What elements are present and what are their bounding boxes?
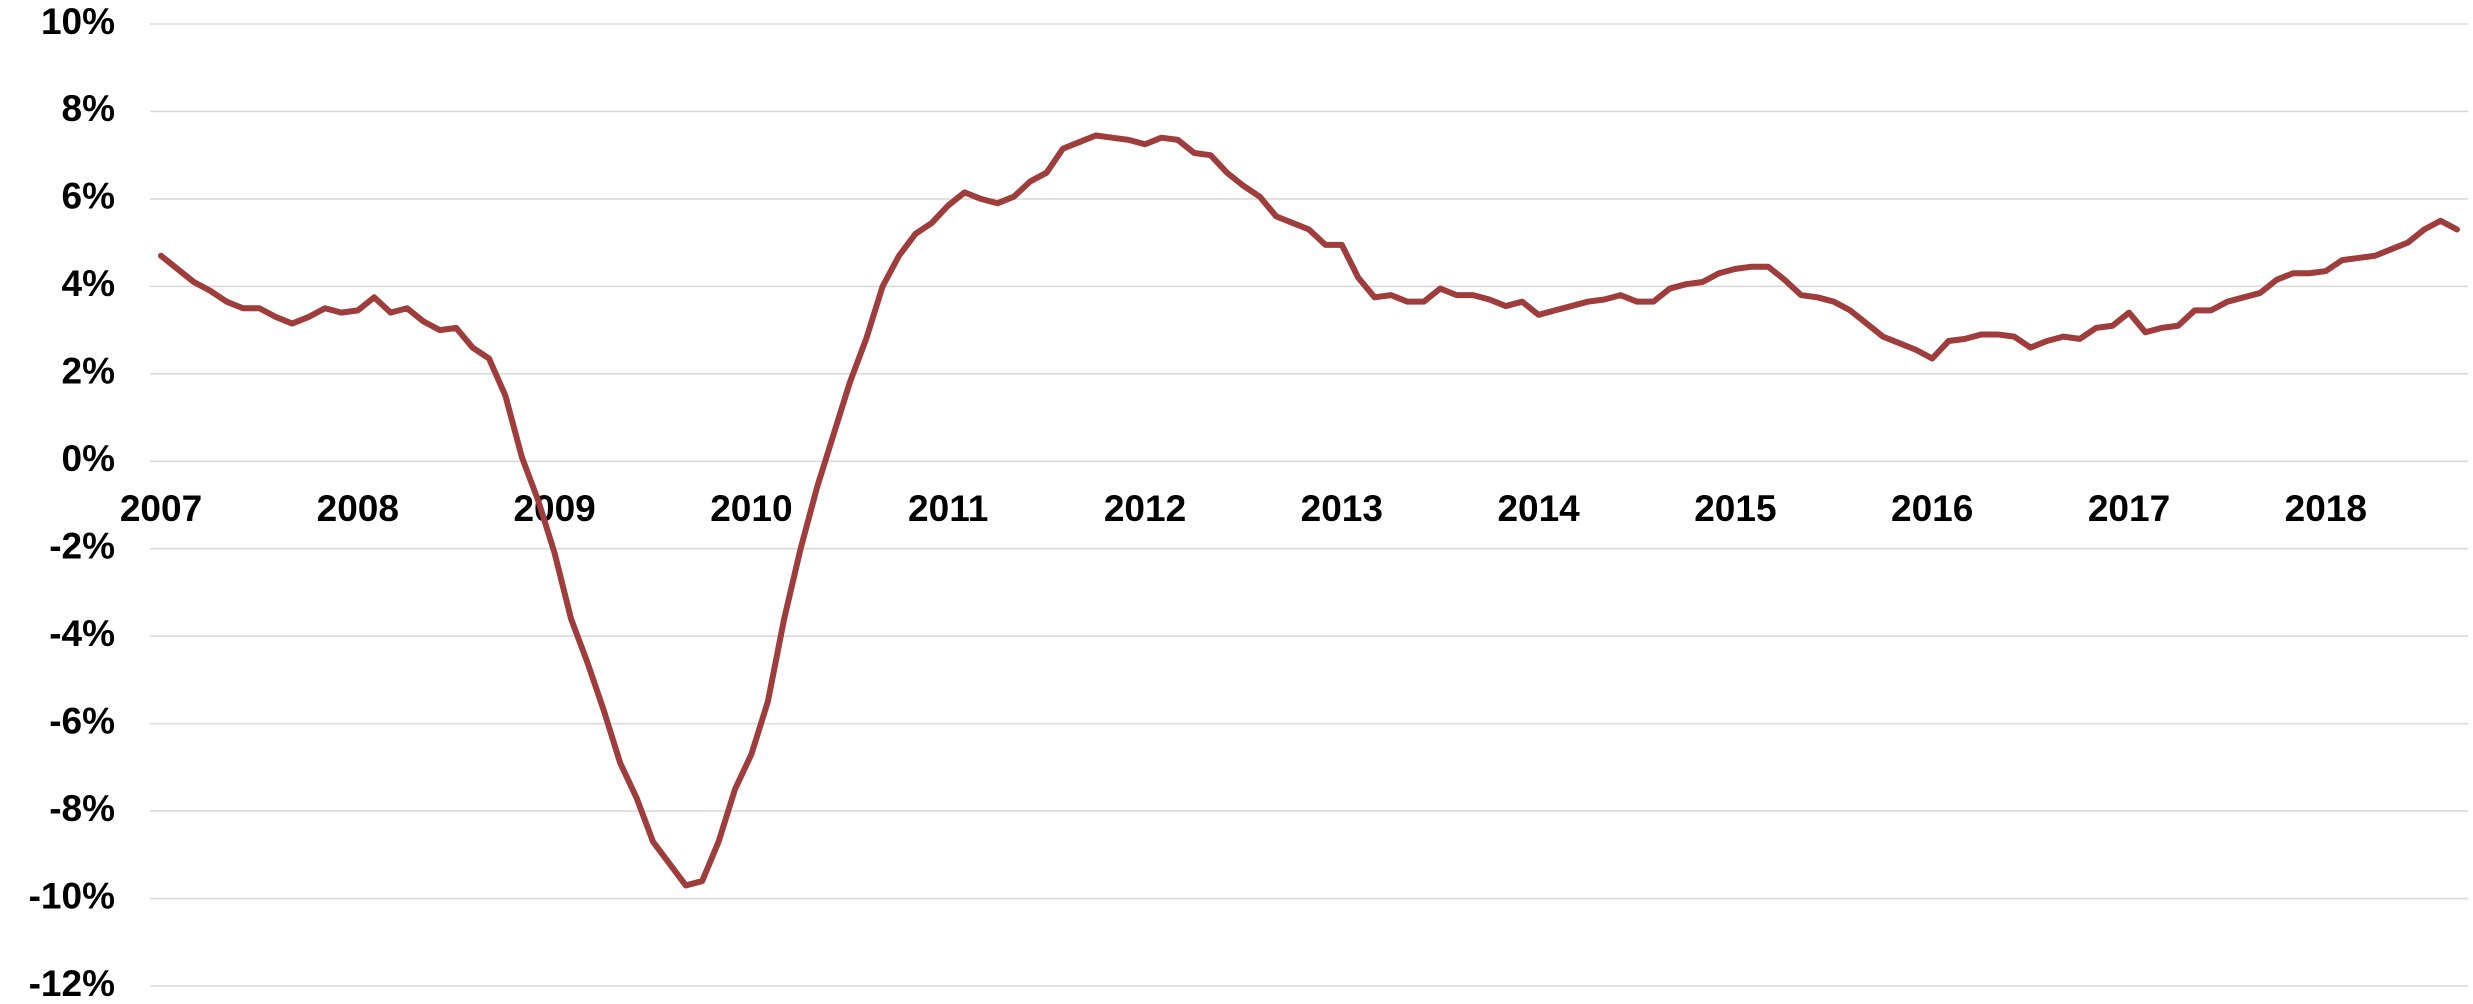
x-tick-label: 2008	[317, 488, 399, 529]
x-tick-label: 2011	[908, 488, 988, 529]
y-tick-label: 8%	[62, 88, 115, 129]
y-tick-label: -12%	[29, 963, 115, 1004]
y-tick-label: 2%	[62, 351, 115, 392]
x-tick-label: 2017	[2088, 488, 2170, 529]
y-tick-label: -4%	[49, 613, 115, 654]
y-tick-label: 0%	[62, 438, 115, 479]
data-line	[158, 132, 2460, 889]
x-tick-label: 2015	[1694, 488, 1776, 529]
y-tick-label: -8%	[49, 788, 115, 829]
x-tick-label: 2012	[1104, 488, 1186, 529]
x-tick-label: 2010	[710, 488, 792, 529]
y-tick-label: 10%	[41, 1, 115, 42]
y-tick-label: 4%	[62, 263, 115, 304]
x-tick-label: 2013	[1301, 488, 1383, 529]
x-tick-label: 2009	[513, 488, 595, 529]
y-tick-label: -10%	[29, 875, 115, 916]
y-tick-label: -6%	[49, 700, 115, 741]
x-tick-label: 2007	[120, 488, 202, 529]
x-tick-label: 2014	[1497, 488, 1580, 529]
y-tick-label: 6%	[62, 176, 115, 217]
y-tick-label: -2%	[49, 526, 115, 567]
x-tick-label: 2018	[2285, 488, 2367, 529]
x-tick-label: 2016	[1891, 488, 1973, 529]
